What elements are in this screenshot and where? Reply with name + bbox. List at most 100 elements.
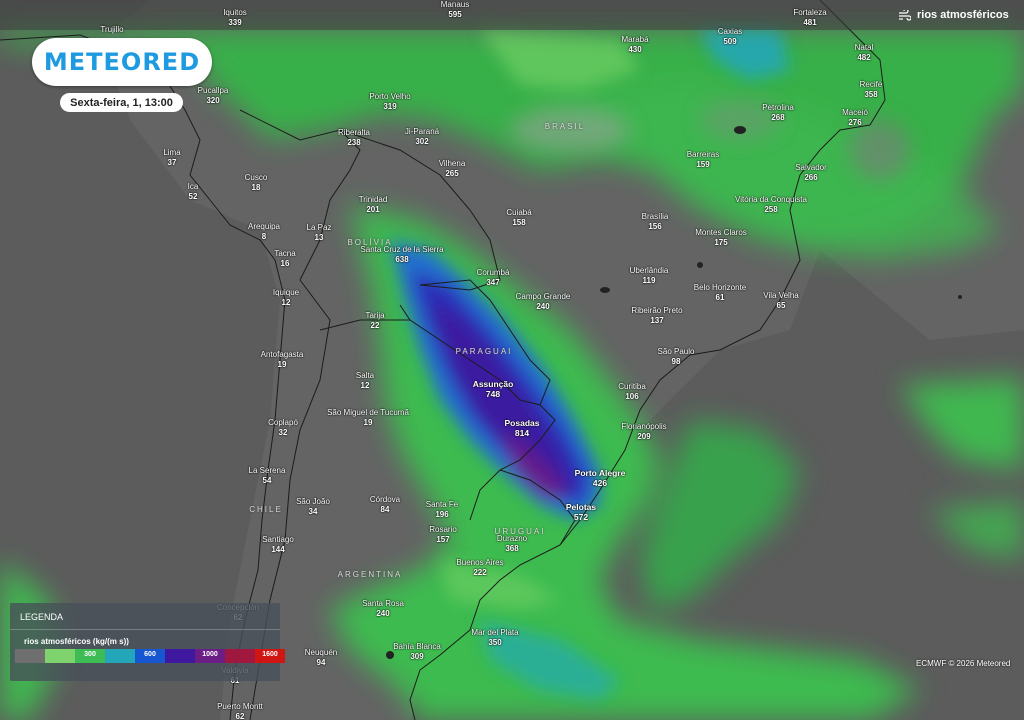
city-name: Florianópolis xyxy=(621,422,667,431)
city-value: 84 xyxy=(380,505,390,514)
country-label: BOLÍVIA xyxy=(347,238,393,247)
city-name: Montes Claros xyxy=(695,228,747,237)
city-value: 137 xyxy=(650,316,664,325)
city-name: Durazno xyxy=(496,534,528,543)
brand-text: METEORED xyxy=(43,48,201,76)
city-label[interactable]: Antofagasta 19 xyxy=(261,350,304,370)
city-label[interactable]: Cusco 18 xyxy=(245,173,268,193)
city-label[interactable]: Maceió 276 xyxy=(842,108,868,128)
city-label[interactable]: Pucallpa 320 xyxy=(198,86,229,106)
city-label[interactable]: Tacna 16 xyxy=(274,249,295,269)
city-label[interactable]: Puerto Montt 62 xyxy=(217,702,263,720)
city-name: Mar del Plata xyxy=(471,628,519,637)
city-value: 62 xyxy=(235,712,245,720)
city-value: 222 xyxy=(473,568,487,577)
layer-name[interactable]: rios atmosféricos xyxy=(898,9,1009,21)
city-label[interactable]: Tarija 22 xyxy=(365,311,384,331)
city-label[interactable]: Vilhena 265 xyxy=(439,159,466,179)
city-label[interactable]: Natal 482 xyxy=(855,43,874,63)
city-name: Tacna xyxy=(274,249,296,258)
city-label[interactable]: Coplapó 32 xyxy=(268,418,298,438)
city-value: 156 xyxy=(648,222,662,231)
city-label[interactable]: Salta 12 xyxy=(356,371,374,391)
country-label: URUGUAI xyxy=(494,527,546,536)
city-label[interactable]: Vitória da Conquista 258 xyxy=(735,195,807,215)
city-value: 748 xyxy=(485,389,501,399)
city-value: 347 xyxy=(486,278,500,287)
city-label[interactable]: Vila Velha 65 xyxy=(763,291,798,311)
city-label[interactable]: Porto Alegre 426 xyxy=(575,468,626,488)
city-label[interactable]: Santiago 144 xyxy=(262,535,294,555)
city-label[interactable]: Recife 358 xyxy=(860,80,883,100)
city-label[interactable]: Riberalta 238 xyxy=(338,128,370,148)
city-value: 265 xyxy=(445,169,459,178)
city-label[interactable]: Uberlândia 119 xyxy=(630,266,669,286)
city-label[interactable]: Buenos Aires 222 xyxy=(456,558,503,578)
city-label[interactable]: Arequipa 8 xyxy=(248,222,280,242)
city-value: 481 xyxy=(803,18,817,27)
city-label[interactable]: Campo Grande 240 xyxy=(516,292,571,312)
city-label[interactable]: Neuquén 94 xyxy=(305,648,337,668)
lakes xyxy=(386,126,962,659)
city-label[interactable]: Durazno 368 xyxy=(497,534,527,554)
city-label[interactable]: Rosario 157 xyxy=(429,525,457,545)
city-label[interactable]: Porto Velho 319 xyxy=(369,92,410,112)
city-label[interactable]: Trinidad 201 xyxy=(359,195,388,215)
legend-swatch xyxy=(105,649,135,663)
meteored-logo[interactable]: METEORED xyxy=(32,38,212,86)
city-label[interactable]: São Paulo 98 xyxy=(658,347,695,367)
city-name: Manaus xyxy=(440,0,470,9)
city-label[interactable]: Santa Cruz de la Sierra 638 xyxy=(360,245,443,265)
city-label[interactable]: La Paz 13 xyxy=(307,223,332,243)
city-label[interactable]: Belo Horizonte 61 xyxy=(694,283,746,303)
city-label[interactable]: Iquitos 339 xyxy=(223,8,247,28)
city-label[interactable]: Salvador 266 xyxy=(795,163,827,183)
city-label[interactable]: Iquique 12 xyxy=(273,288,299,308)
city-label[interactable]: Assunção 748 xyxy=(473,379,514,399)
city-label[interactable]: Ribeirão Preto 137 xyxy=(631,306,682,326)
city-value: 430 xyxy=(628,45,642,54)
city-label[interactable]: Bahía Blanca 309 xyxy=(393,642,441,662)
city-name: Salvador xyxy=(795,163,827,172)
city-name: Cusco xyxy=(244,173,268,182)
city-name: Assunção xyxy=(472,379,514,389)
city-label[interactable]: Caxias 509 xyxy=(718,27,742,47)
city-value: 196 xyxy=(435,510,449,519)
city-label[interactable]: Posadas 814 xyxy=(505,418,540,438)
city-label[interactable]: Marabá 430 xyxy=(621,35,648,55)
city-label[interactable]: Fortaleza 481 xyxy=(793,8,826,28)
city-label[interactable]: Trujillo xyxy=(100,25,123,35)
city-label[interactable]: Montes Claros 175 xyxy=(695,228,747,248)
city-name: Lima xyxy=(163,148,181,157)
city-label[interactable]: Corumbá 347 xyxy=(477,268,510,288)
city-value: 119 xyxy=(642,276,656,285)
city-label[interactable]: Cuiabá 158 xyxy=(506,208,531,228)
border-peru-bolivia xyxy=(239,109,361,281)
city-label[interactable]: São João 34 xyxy=(296,497,330,517)
city-label[interactable]: Córdova 84 xyxy=(370,495,400,515)
datetime-pill[interactable]: Sexta-feira, 1, 13:00 xyxy=(60,93,183,112)
city-label[interactable]: Lima 37 xyxy=(163,148,180,168)
city-label[interactable]: São Miguel de Tucumã 19 xyxy=(327,408,409,428)
city-label[interactable]: Ica 52 xyxy=(188,182,199,202)
city-label[interactable]: Santa Fe 196 xyxy=(426,500,458,520)
legend-panel: LEGENDA rios atmosféricos (kg/(m s)) 300… xyxy=(10,603,285,681)
city-label[interactable]: Mar del Plata 350 xyxy=(471,628,518,648)
city-name: Posadas xyxy=(504,418,540,428)
city-label[interactable]: Pelotas 572 xyxy=(566,502,596,522)
city-label[interactable]: La Serena 54 xyxy=(249,466,286,486)
country-label: BRASIL xyxy=(544,122,586,131)
city-label[interactable]: Santa Rosa 240 xyxy=(362,599,404,619)
city-label[interactable]: Curitiba 106 xyxy=(618,382,646,402)
city-value: 54 xyxy=(262,476,272,485)
city-label[interactable]: Manaus 595 xyxy=(441,0,469,20)
city-label[interactable]: Barreiras 159 xyxy=(687,150,719,170)
city-value: 309 xyxy=(410,652,424,661)
city-label[interactable]: Florianópolis 209 xyxy=(621,422,666,442)
city-label[interactable]: Petrolina 268 xyxy=(762,103,794,123)
city-label[interactable]: Ji-Paraná 302 xyxy=(405,127,439,147)
city-name: Santa Fe xyxy=(425,500,459,509)
city-label[interactable]: Brasília 156 xyxy=(642,212,669,232)
